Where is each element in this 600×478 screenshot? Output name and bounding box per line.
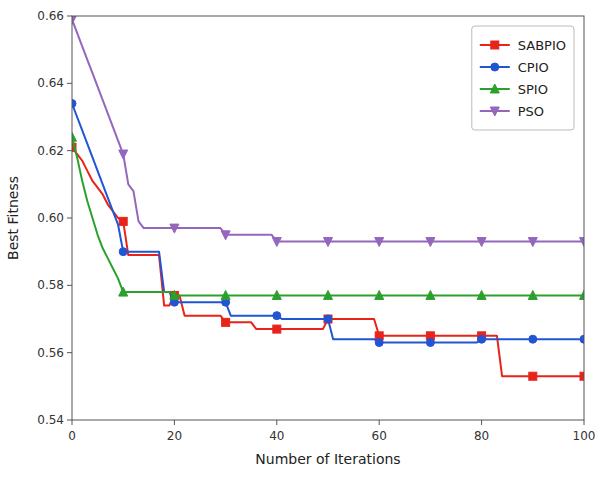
series-marker xyxy=(72,132,77,141)
series-marker xyxy=(528,290,537,299)
legend-box xyxy=(472,26,574,130)
x-tick xyxy=(72,420,73,425)
series-marker xyxy=(528,238,537,247)
series-marker xyxy=(119,248,127,256)
series-marker xyxy=(272,238,281,247)
series-marker xyxy=(324,238,333,247)
series-marker xyxy=(375,238,384,247)
series-marker xyxy=(221,290,230,299)
series-marker xyxy=(375,290,384,299)
series-marker xyxy=(426,290,435,299)
series-line xyxy=(72,104,584,343)
series-marker xyxy=(272,290,281,299)
plot-frame xyxy=(72,16,584,420)
series-marker xyxy=(324,315,332,323)
y-tick xyxy=(67,285,72,286)
legend-marker xyxy=(490,84,499,93)
axes: 0 20 40 60 80 100 0.54 0.56 0.58 0.60 0.62 0.64 0.66 xyxy=(37,9,595,443)
series-marker xyxy=(477,290,486,299)
series-marker xyxy=(426,339,434,347)
series-marker xyxy=(478,335,486,343)
series-marker xyxy=(72,100,76,108)
y-tick-label: 0.58 xyxy=(37,278,64,292)
series-line xyxy=(72,137,584,295)
y-tick xyxy=(67,352,72,353)
y-tick xyxy=(67,83,72,84)
series-marker xyxy=(72,16,77,24)
legend-label: SPIO xyxy=(518,82,548,97)
y-axis-label: Best Fitness xyxy=(5,176,21,260)
x-tick xyxy=(276,420,277,425)
series-marker xyxy=(222,318,230,326)
series-marker xyxy=(580,290,585,299)
x-tick xyxy=(481,420,482,425)
legend-label: SABPIO xyxy=(518,38,566,53)
y-tick-label: 0.66 xyxy=(37,9,64,23)
legend: SABPIO CPIO SPIO PSO xyxy=(472,26,574,130)
series-marker xyxy=(375,339,383,347)
y-tick-label: 0.60 xyxy=(37,211,64,225)
series-marker xyxy=(170,290,179,299)
series-marker xyxy=(529,372,537,380)
x-tick-label: 20 xyxy=(167,429,182,443)
legend-marker xyxy=(491,41,499,49)
y-tick xyxy=(67,150,72,151)
series-marker xyxy=(580,335,584,343)
series-marker xyxy=(580,372,584,380)
x-tick-label: 0 xyxy=(68,429,76,443)
series-marker xyxy=(119,287,128,296)
series-marker xyxy=(119,150,128,159)
x-tick xyxy=(584,420,585,425)
x-tick-label: 60 xyxy=(372,429,387,443)
y-tick xyxy=(67,420,72,421)
series-line xyxy=(72,19,584,241)
y-tick-label: 0.62 xyxy=(37,144,64,158)
x-tick-label: 100 xyxy=(573,429,596,443)
y-tick xyxy=(67,16,72,17)
series-marker xyxy=(477,238,486,247)
series-marker xyxy=(426,238,435,247)
plot-area xyxy=(72,16,584,380)
x-tick-label: 80 xyxy=(474,429,489,443)
plot-background xyxy=(72,16,584,420)
y-tick-label: 0.56 xyxy=(37,346,64,360)
series-marker xyxy=(324,290,333,299)
series-marker xyxy=(324,315,332,323)
series-marker xyxy=(580,238,585,247)
x-tick xyxy=(379,420,380,425)
x-axis-label: Number of Iterations xyxy=(255,451,400,467)
y-tick xyxy=(67,218,72,219)
legend-label: PSO xyxy=(518,104,544,119)
series-marker xyxy=(273,325,281,333)
chart: 0 20 40 60 80 100 0.54 0.56 0.58 0.60 0.62 0.64 0.66… xyxy=(0,0,600,478)
series-marker xyxy=(273,312,281,320)
y-tick-label: 0.64 xyxy=(37,76,64,90)
series-marker xyxy=(221,231,230,240)
series-line xyxy=(72,147,584,376)
legend-marker xyxy=(490,107,499,116)
y-tick-label: 0.54 xyxy=(37,413,64,427)
legend-marker xyxy=(491,63,499,71)
x-tick-label: 40 xyxy=(269,429,284,443)
legend-label: CPIO xyxy=(518,60,549,75)
series-marker xyxy=(170,224,179,233)
x-tick xyxy=(174,420,175,425)
series-marker xyxy=(119,217,127,225)
series-marker xyxy=(529,335,537,343)
